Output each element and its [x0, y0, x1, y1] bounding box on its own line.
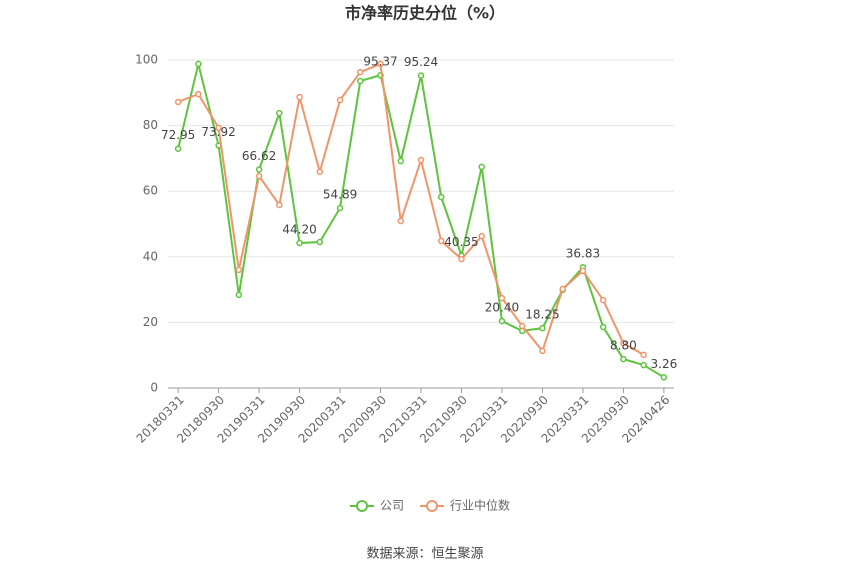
- point: [316, 238, 324, 246]
- point: [478, 163, 485, 171]
- point: [195, 60, 202, 68]
- data-label: 40.35: [444, 235, 478, 249]
- point: [539, 347, 546, 355]
- y-tick-label: 0: [150, 381, 158, 395]
- legend-label: 行业中位数: [450, 498, 510, 513]
- y-tick-label: 80: [143, 118, 158, 132]
- point: [336, 204, 344, 212]
- point: [498, 317, 506, 325]
- point: [174, 145, 182, 152]
- y-tick-label: 100: [135, 53, 158, 67]
- data-label: 73.92: [201, 125, 235, 139]
- point: [458, 255, 465, 263]
- chart-title: 市净率历史分位（%）: [345, 4, 505, 23]
- y-tick-label: 20: [143, 315, 158, 329]
- point: [620, 339, 627, 347]
- series-line: [177, 62, 645, 356]
- data-label: 18.25: [525, 308, 559, 322]
- point: [336, 96, 344, 104]
- legend-marker: [426, 500, 439, 512]
- point: [255, 166, 263, 173]
- data-label: 95.37: [363, 55, 397, 69]
- point: [174, 98, 182, 106]
- point: [235, 291, 243, 299]
- point: [559, 285, 566, 293]
- point: [357, 77, 364, 85]
- point: [316, 168, 324, 176]
- point: [640, 351, 647, 359]
- legend-marker: [356, 500, 368, 512]
- data-label: 8.80: [610, 339, 637, 353]
- point: [417, 156, 425, 164]
- y-tick-label: 40: [143, 249, 158, 263]
- point: [599, 296, 607, 304]
- data-label: 36.83: [566, 247, 600, 261]
- point: [377, 60, 384, 68]
- y-tick-label: 60: [143, 184, 158, 198]
- source: 数据来源：恒生聚源: [366, 547, 483, 562]
- data-label: 72.95: [161, 128, 195, 142]
- point: [417, 72, 425, 79]
- point: [620, 355, 627, 363]
- data-label: 44.20: [282, 223, 316, 237]
- data-label: 20.40: [485, 301, 519, 315]
- point: [195, 90, 202, 98]
- point: [276, 109, 283, 117]
- point: [255, 172, 263, 180]
- point: [296, 93, 303, 101]
- data-label: 3.26: [651, 357, 678, 371]
- data-label: 54.89: [323, 187, 357, 201]
- point: [215, 124, 222, 132]
- point: [357, 68, 364, 76]
- point: [397, 157, 405, 165]
- point: [539, 324, 546, 332]
- legend-label: 公司: [380, 499, 404, 513]
- point: [518, 322, 526, 330]
- point: [579, 267, 587, 275]
- point: [599, 323, 607, 331]
- point: [437, 193, 445, 201]
- point: [437, 237, 445, 245]
- point: [660, 374, 668, 381]
- point: [498, 294, 506, 302]
- series-line: [177, 63, 665, 379]
- point: [478, 232, 485, 240]
- data-label: 95.24: [404, 55, 438, 69]
- point: [640, 361, 647, 369]
- data-label: 66.62: [242, 149, 276, 163]
- point: [296, 239, 303, 247]
- point: [276, 201, 283, 209]
- point: [235, 266, 243, 274]
- point: [397, 217, 405, 225]
